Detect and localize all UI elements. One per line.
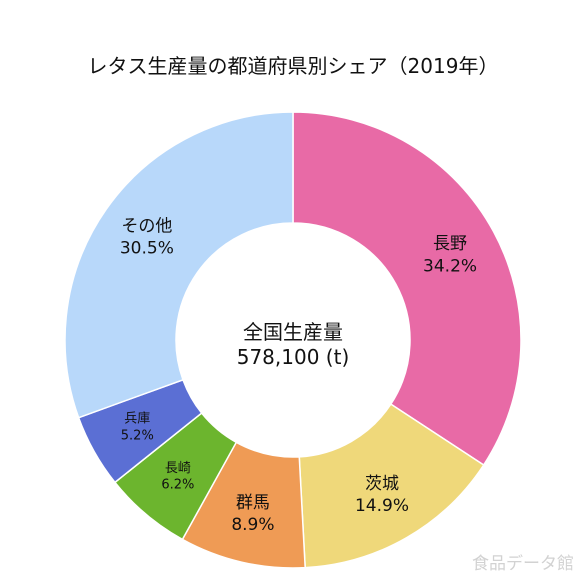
chart-title: レタス生産量の都道府県別シェア（2019年） — [87, 54, 499, 78]
slice-value-0: 34.2% — [423, 256, 477, 276]
slice-label-0: 長野 — [433, 234, 467, 254]
slice-label-5: その他 — [121, 217, 172, 237]
center-total-label: 全国生産量 — [243, 320, 343, 344]
slice-value-3: 6.2% — [161, 478, 194, 493]
slice-5 — [64, 111, 294, 419]
watermark: 食品データ館 — [472, 554, 574, 574]
center-total-value: 578,100 (t) — [236, 345, 350, 369]
slice-value-5: 30.5% — [120, 239, 174, 259]
slice-label-1: 茨城 — [365, 474, 399, 494]
slice-0 — [292, 111, 522, 467]
slice-label-3: 長崎 — [165, 461, 191, 476]
slice-value-2: 8.9% — [231, 515, 274, 535]
slice-value-1: 14.9% — [355, 496, 409, 516]
slice-label-4: 兵庫 — [124, 412, 150, 427]
slice-value-4: 5.2% — [121, 429, 154, 444]
slice-label-2: 群馬 — [236, 493, 270, 513]
